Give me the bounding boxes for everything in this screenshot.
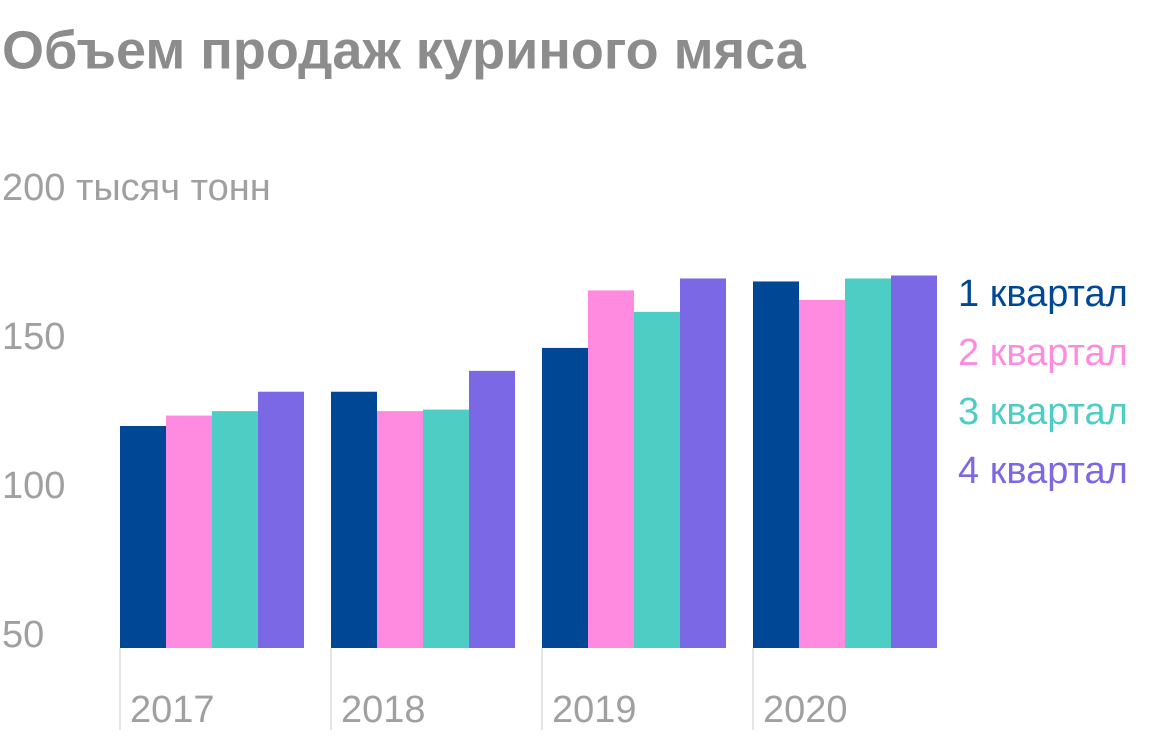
bar bbox=[212, 411, 258, 648]
y-tick-label: 100 bbox=[2, 465, 65, 507]
legend-label: 4 квартал bbox=[958, 450, 1128, 492]
y-tick-label: 150 bbox=[2, 316, 65, 358]
x-tick-label: 2017 bbox=[130, 689, 215, 731]
bar bbox=[120, 425, 166, 648]
x-tick-label: 2018 bbox=[341, 689, 426, 731]
legend-label: 1 квартал bbox=[958, 273, 1128, 315]
legend-label: 3 квартал bbox=[958, 391, 1128, 433]
bar bbox=[331, 391, 377, 648]
bar bbox=[634, 311, 680, 648]
x-tick-label: 2019 bbox=[552, 689, 637, 731]
bar bbox=[469, 370, 515, 648]
bar bbox=[845, 278, 891, 648]
bar bbox=[680, 278, 726, 648]
bar bbox=[377, 411, 423, 648]
bar bbox=[423, 409, 469, 648]
bar bbox=[166, 415, 212, 648]
legend-label: 2 квартал bbox=[958, 332, 1128, 374]
bar bbox=[258, 391, 304, 648]
y-tick-label: 50 bbox=[2, 614, 44, 656]
bar bbox=[588, 290, 634, 648]
bar bbox=[542, 347, 588, 648]
bar bbox=[753, 281, 799, 648]
bar bbox=[891, 275, 937, 648]
bar bbox=[799, 299, 845, 648]
y-tick-label: 200 тысяч тонн bbox=[2, 167, 271, 209]
chart-title: Объем продаж куриного мяса bbox=[2, 20, 807, 80]
x-tick-label: 2020 bbox=[763, 689, 848, 731]
